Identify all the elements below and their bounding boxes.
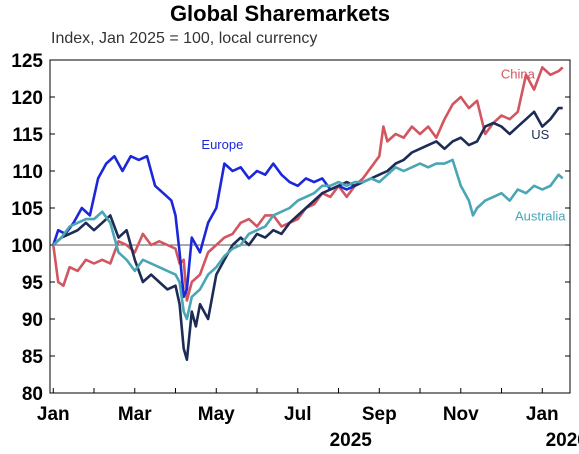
y-tick-label: 125 xyxy=(11,51,43,72)
series-label-us: US xyxy=(531,127,549,142)
series-label-china: China xyxy=(501,67,536,82)
x-tick-label: Nov xyxy=(443,404,479,425)
y-tick-label: 90 xyxy=(22,310,43,331)
x-tick-label: Jul xyxy=(284,404,311,425)
axes: 80 85 90 95 100 105 110 115 120 125 Jan Mar May Jul Se… xyxy=(11,51,579,451)
x-tick-label: May xyxy=(198,404,235,425)
plot-area xyxy=(49,59,571,394)
series-line-europe xyxy=(52,154,356,299)
series-line-china xyxy=(52,66,564,302)
y-tick-label: 105 xyxy=(11,199,43,220)
series-lines xyxy=(52,66,564,361)
y-tick-label: 110 xyxy=(12,162,43,183)
y-tick-label: 80 xyxy=(22,384,43,405)
series-line-us xyxy=(52,106,563,361)
year-label: 2025 xyxy=(330,430,373,451)
y-tick-label: 115 xyxy=(12,125,43,146)
y-tick-label: 100 xyxy=(11,236,43,257)
x-tick-label: Mar xyxy=(118,404,152,425)
x-tick-label: Sep xyxy=(362,404,397,425)
series-labels: China Europe US Australia xyxy=(201,67,566,224)
series-label-europe: Europe xyxy=(201,137,243,152)
x-tick-label: Jan xyxy=(526,404,559,425)
chart-subtitle: Index, Jan 2025 = 100, local currency xyxy=(51,30,317,47)
series-line-australia xyxy=(52,158,564,321)
year-label: 2026 xyxy=(546,430,579,451)
series-label-australia: Australia xyxy=(515,209,566,224)
y-tick-label: 120 xyxy=(11,88,43,109)
chart-title: Global Sharemarkets xyxy=(170,1,390,26)
y-tick-label: 85 xyxy=(22,347,44,368)
y-tick-label: 95 xyxy=(22,273,44,294)
x-tick-label: Jan xyxy=(37,404,70,425)
